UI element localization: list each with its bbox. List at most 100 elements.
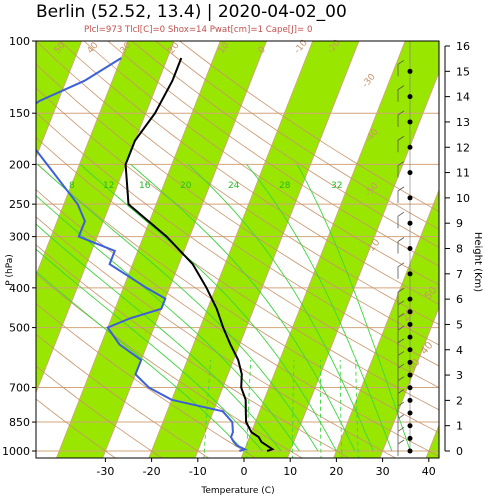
- dry-adiabat: [36, 302, 257, 458]
- temperature-tick-label: -20: [143, 465, 161, 478]
- temperature-tick-label: -30: [96, 465, 114, 478]
- moist-adiabat: [246, 164, 393, 452]
- height-marker: [407, 410, 413, 416]
- pressure-tick-label: 1000: [2, 445, 30, 458]
- height-marker: [407, 359, 413, 365]
- temperature-tick-label: 40: [422, 465, 436, 478]
- wind-barb: [397, 338, 405, 355]
- dry-adiabat: [36, 365, 163, 458]
- wind-barb: [397, 110, 405, 127]
- mixing-ratio-line: [339, 360, 343, 458]
- height-tick-label: 6: [456, 293, 463, 306]
- temperature-tick-label: 30: [376, 465, 390, 478]
- height-tick-label: 12: [456, 141, 470, 154]
- height-tick-label: 16: [456, 40, 470, 53]
- isotherm-line: [0, 41, 36, 460]
- height-tick-label: 2: [456, 394, 463, 407]
- isotherm-line: [240, 41, 406, 458]
- temperature-tick-label: 10: [283, 465, 297, 478]
- pressure-tick-label: 300: [9, 231, 30, 244]
- mixing-ratio-line: [246, 359, 252, 458]
- plot-frame: [35, 40, 440, 459]
- height-tick-label: 5: [456, 318, 463, 331]
- height-marker: [407, 309, 413, 315]
- pressure-tick-label: 200: [9, 158, 30, 171]
- dry-adiabat: [59, 41, 439, 305]
- dry-adiabat: [36, 87, 439, 367]
- height-marker: [407, 271, 413, 277]
- wind-barb: [397, 439, 405, 456]
- mixing-ratio-line: [292, 359, 295, 458]
- isotherm-label: -30: [361, 72, 378, 90]
- mixing-ratio-label: 16: [139, 181, 151, 191]
- wind-barb: [397, 427, 405, 444]
- isotherm-band: [148, 41, 359, 458]
- dry-adiabat: [36, 63, 439, 346]
- height-tick-label: 13: [456, 116, 470, 129]
- dry-adiabat: [36, 111, 439, 389]
- wind-barb: [397, 325, 405, 343]
- height-marker: [407, 195, 413, 201]
- moist-adiabat: [36, 223, 282, 452]
- dry-adiabat: [155, 41, 439, 230]
- dry-adiabat: [131, 41, 439, 248]
- height-marker: [407, 397, 413, 403]
- height-marker: [407, 296, 413, 302]
- height-tick-label: 4: [456, 344, 463, 357]
- height-marker: [407, 220, 413, 226]
- wind-barb: [397, 363, 405, 381]
- pressure-tick-label: 850: [9, 416, 30, 429]
- wind-barb: [397, 135, 405, 153]
- mixing-ratio-line: [320, 360, 322, 458]
- x-axis-label: Temperature (C): [200, 486, 274, 496]
- height-tick-label: 1: [456, 420, 463, 433]
- height-marker: [407, 372, 413, 378]
- dry-adiabat: [36, 398, 117, 458]
- dry-adiabat: [36, 136, 439, 411]
- isotherm-line: [102, 41, 267, 458]
- wind-barb: [397, 186, 405, 203]
- moist-adiabat: [130, 164, 356, 452]
- mixing-ratio-line: [203, 359, 212, 458]
- height-tick-label: 0: [456, 445, 463, 458]
- isotherm-line: [286, 71, 439, 458]
- pressure-tick-label: 150: [9, 107, 30, 120]
- wind-barb: [397, 300, 405, 317]
- dry-adiabat: [36, 162, 439, 434]
- temperature-tick-label: 20: [329, 465, 343, 478]
- height-marker: [407, 435, 413, 441]
- wind-barb: [397, 287, 405, 305]
- isotherm-band: [241, 41, 439, 458]
- height-marker: [407, 144, 413, 150]
- height-tick-label: 7: [456, 268, 463, 281]
- wind-barb: [397, 237, 405, 254]
- moist-adiabat: [188, 164, 374, 452]
- height-marker: [407, 347, 413, 353]
- wind-barb: [397, 313, 405, 330]
- wind-barb: [397, 85, 405, 102]
- height-marker: [407, 448, 413, 454]
- moist-adiabat: [296, 164, 411, 452]
- wind-barb: [397, 401, 405, 419]
- isotherm-line: [379, 306, 439, 458]
- height-tick-label: 3: [456, 369, 463, 382]
- dry-adiabat: [36, 273, 303, 458]
- wind-barb: [397, 376, 405, 393]
- height-axis-label: Height (Km): [472, 232, 483, 292]
- wind-barb: [397, 59, 405, 77]
- wind-barb: [397, 389, 405, 406]
- height-marker: [407, 385, 413, 391]
- mixing-ratio-label: 24: [228, 181, 240, 191]
- height-marker: [407, 119, 413, 125]
- height-marker: [407, 321, 413, 327]
- isotherm-line: [36, 41, 175, 394]
- wind-barb: [397, 211, 405, 229]
- dry-adiabat: [36, 189, 439, 457]
- mixing-ratio-label: 20: [180, 181, 192, 191]
- isotherm-line: [36, 41, 83, 159]
- moist-adiabat: [37, 164, 319, 452]
- height-tick-label: 14: [456, 91, 470, 104]
- height-marker: [407, 170, 413, 176]
- height-marker: [407, 423, 413, 429]
